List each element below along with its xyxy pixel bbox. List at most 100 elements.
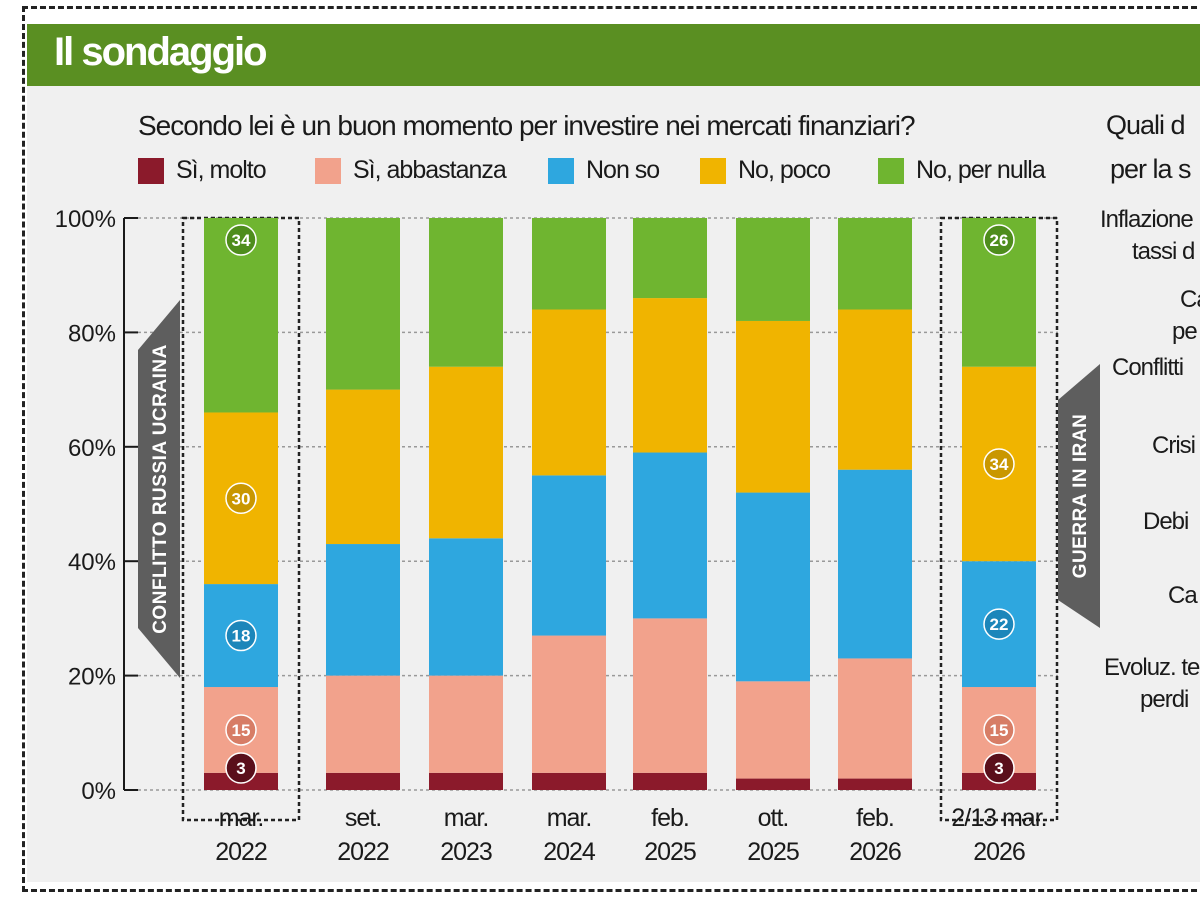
y-tick-label: 40% (68, 549, 116, 576)
right-item-3: Conflitti (1112, 354, 1184, 381)
page-title: Il sondaggio (54, 30, 268, 74)
legend-label-si-molto: Sì, molto (176, 156, 267, 184)
legend-item-non-so: Non so (548, 156, 660, 185)
legend-item-si-molto: Sì, molto (138, 156, 267, 185)
bar-segment-no-poco (736, 320, 810, 493)
data-label-bubble (983, 714, 1015, 746)
x-tick-label: 2022 (337, 838, 389, 866)
data-label-bubble (983, 448, 1015, 480)
right-item-1-line1: Inflazione (1100, 206, 1194, 233)
data-label: 3 (994, 759, 1003, 778)
bar-segment-si-molto (429, 772, 503, 790)
legend-label-si-abbastanza: Sì, abbastanza (353, 156, 507, 184)
data-label: 18 (232, 627, 251, 646)
y-tick-label: 60% (68, 435, 116, 462)
bar-segment-si-abbastanza (838, 658, 912, 779)
x-tick-label: ott. (758, 804, 789, 832)
right-item-6: Ca (1168, 582, 1198, 609)
event-label-right: GUERRA IN IRAN (1070, 414, 1091, 579)
legend-label-non-so: Non so (586, 156, 660, 184)
legend-label-no-poco: No, poco (738, 156, 831, 184)
bar-segment-no-per-nulla (736, 218, 810, 321)
legend-swatch-si-molto (138, 157, 164, 184)
bar-segment-no-per-nulla (429, 218, 503, 367)
legend-swatch-non-so (548, 157, 574, 184)
bar-segment-non-so (633, 452, 707, 619)
y-tick-label: 80% (68, 320, 116, 347)
right-item-7-line1: Evoluz. te (1104, 654, 1200, 681)
bar-segment-non-so (736, 492, 810, 682)
data-label: 34 (232, 231, 251, 250)
legend-swatch-no-per-nulla (878, 157, 904, 184)
event-band-right (1058, 364, 1100, 628)
event-label-left: CONFLITTO RUSSIA UCRAINA (150, 344, 171, 634)
x-tick-label: 2022 (215, 838, 267, 866)
bar-segment-si-abbastanza (326, 675, 400, 773)
bar-segment-si-molto (838, 778, 912, 790)
x-tick-label: 2023 (440, 838, 492, 866)
data-label-bubble (983, 224, 1015, 256)
dashed-frame (22, 6, 1200, 892)
bar-segment-non-so (429, 538, 503, 676)
right-item-7-line2: perdi (1140, 686, 1189, 713)
event-band-left (138, 300, 180, 678)
data-label: 30 (232, 489, 251, 508)
legend: Sì, molto Sì, abbastanza Non so No, poco… (0, 156, 1100, 190)
bar-segment-no-per-nulla (838, 218, 912, 310)
y-tick-label: 0% (81, 778, 116, 805)
x-tick-label: 2025 (747, 838, 799, 866)
legend-swatch-si-abbastanza (315, 157, 341, 184)
bar-segment-si-molto (736, 778, 810, 790)
bar-segment-si-abbastanza (633, 618, 707, 773)
x-tick-label: mar. (547, 804, 592, 832)
data-label-bubble (225, 224, 257, 256)
right-item-2-line1: Ca (1180, 286, 1200, 313)
data-label-bubble (983, 752, 1015, 784)
right-question-line2: per la s (1110, 154, 1192, 184)
bar-segment-no-per-nulla (532, 218, 606, 310)
data-label: 22 (990, 615, 1009, 634)
legend-item-no-per-nulla: No, per nulla (878, 156, 1046, 185)
right-item-4: Crisi (1152, 432, 1196, 459)
bar-segment-no-poco (633, 298, 707, 453)
data-label: 34 (990, 455, 1009, 474)
bar-segment-no-per-nulla (326, 218, 400, 390)
chart-title: Secondo lei è un buon momento per invest… (138, 110, 916, 141)
x-tick-label: 2026 (973, 838, 1025, 866)
legend-item-si-abbastanza: Sì, abbastanza (315, 156, 507, 185)
right-item-5: Debi (1143, 508, 1189, 535)
x-tick-label: mar. (444, 804, 489, 832)
bar-segment-si-abbastanza (532, 635, 606, 773)
data-label: 26 (990, 231, 1009, 250)
header-band (27, 24, 1200, 86)
bar-segment-non-so (326, 544, 400, 676)
bar-segment-si-abbastanza (736, 681, 810, 779)
data-label-bubble (983, 608, 1015, 640)
bar-segment-si-molto (532, 772, 606, 790)
x-tick-label: set. (345, 804, 381, 832)
bar-segment-non-so (532, 475, 606, 636)
legend-label-no-per-nulla: No, per nulla (916, 156, 1046, 184)
right-item-2-line2: pe (1172, 318, 1198, 345)
legend-item-no-poco: No, poco (700, 156, 831, 185)
data-label-bubble (225, 482, 257, 515)
x-tick-label: 2025 (644, 838, 696, 866)
y-tick-label: 100% (55, 206, 116, 233)
data-label: 15 (232, 721, 251, 740)
data-label: 15 (990, 721, 1009, 740)
x-tick-label: feb. (856, 804, 894, 832)
bar-segment-no-poco (326, 389, 400, 545)
bar-segment-no-poco (429, 366, 503, 539)
x-tick-label: 2/13 mar. (951, 804, 1046, 832)
bar-segment-si-molto (633, 772, 707, 790)
bar-segment-no-per-nulla (633, 218, 707, 299)
legend-swatch-no-poco (700, 157, 726, 184)
bar-segment-no-poco (838, 309, 912, 470)
y-tick-label: 20% (68, 664, 116, 691)
bar-segment-no-poco (532, 309, 606, 476)
right-question-line1: Quali d (1106, 110, 1186, 140)
bar-segment-si-abbastanza (429, 675, 503, 773)
data-label-bubble (225, 619, 257, 652)
x-tick-label: mar. (219, 804, 264, 832)
